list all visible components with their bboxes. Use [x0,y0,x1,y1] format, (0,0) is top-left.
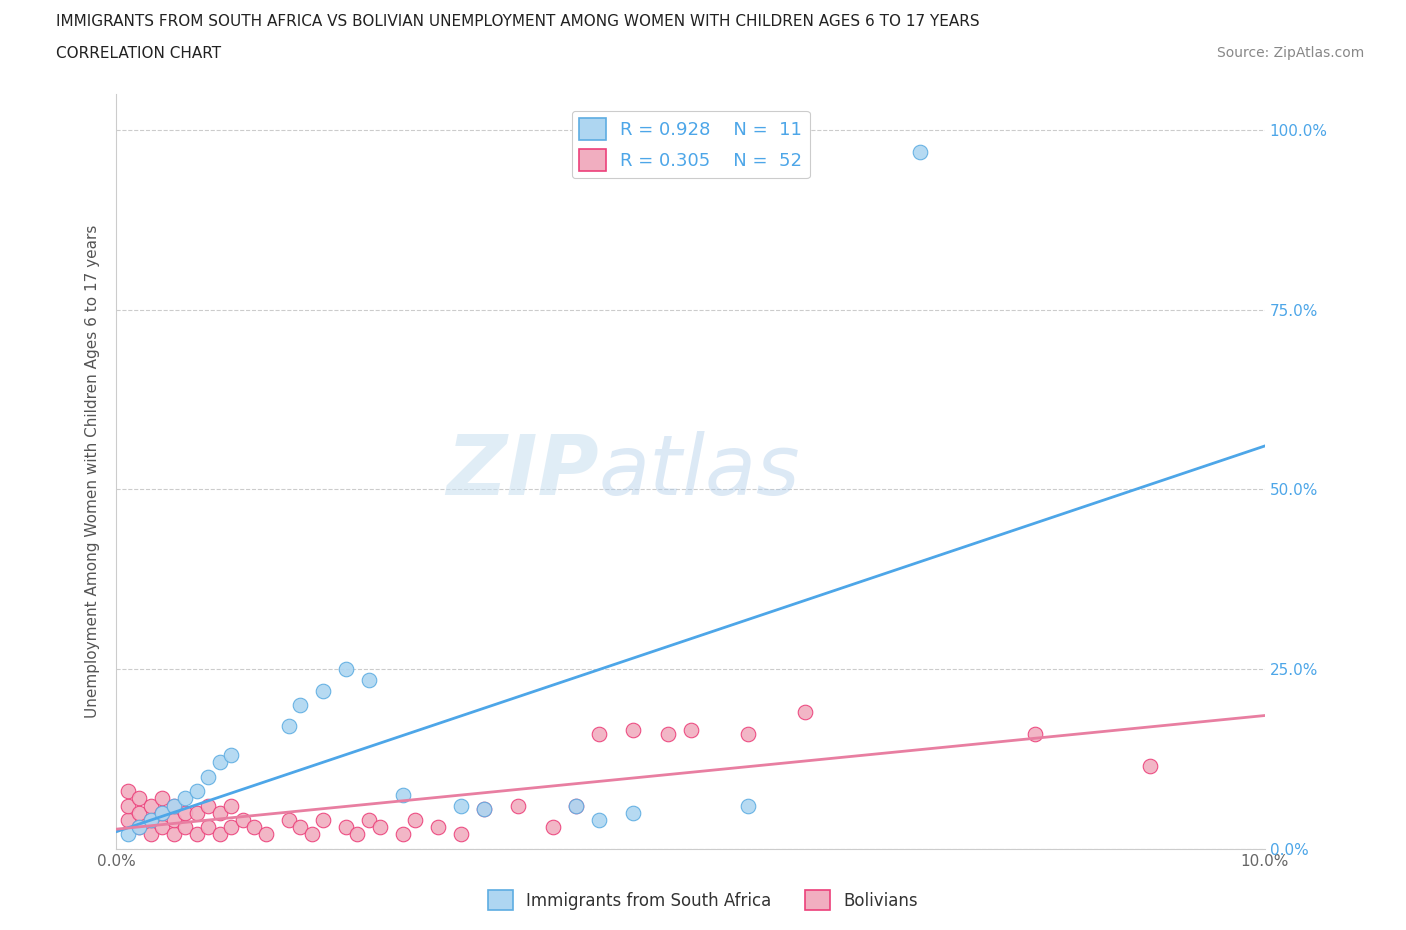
Point [288,819,311,834]
Point [128,790,150,805]
Point [150,790,173,805]
Point [150,805,173,820]
Point [1139,759,1161,774]
Point [335,661,357,676]
Point [117,784,139,799]
Point [117,827,139,842]
Point [357,672,380,687]
Point [910,144,932,159]
Point [288,698,311,712]
Point [163,798,186,813]
Point [163,827,186,842]
Point [139,798,162,813]
Point [450,798,472,813]
Point [219,819,242,834]
Point [186,784,208,799]
Point [370,819,392,834]
Point [357,813,380,828]
Point [472,802,495,817]
Point [277,813,299,828]
Point [312,813,335,828]
Point [150,805,173,820]
Point [232,813,254,828]
Point [150,819,173,834]
Point [508,798,530,813]
Point [277,719,299,734]
Point [208,805,231,820]
Legend: Immigrants from South Africa, Bolivians: Immigrants from South Africa, Bolivians [481,884,925,917]
Point [186,805,208,820]
Point [139,813,162,828]
Point [679,723,702,737]
Point [174,819,197,834]
Point [392,788,415,803]
Point [186,827,208,842]
Point [541,819,564,834]
Point [117,798,139,813]
Point [564,798,586,813]
Point [472,802,495,817]
Point [128,819,150,834]
Point [219,748,242,763]
Point [404,813,426,828]
Point [346,827,368,842]
Point [128,805,150,820]
Point [139,827,162,842]
Point [301,827,323,842]
Point [794,705,817,720]
Point [174,805,197,820]
Point [312,684,335,698]
Text: atlas: atlas [599,431,800,512]
Text: IMMIGRANTS FROM SOUTH AFRICA VS BOLIVIAN UNEMPLOYMENT AMONG WOMEN WITH CHILDREN : IMMIGRANTS FROM SOUTH AFRICA VS BOLIVIAN… [56,14,980,29]
Point [1024,726,1046,741]
Point [163,813,186,828]
Point [426,819,449,834]
Point [588,726,610,741]
Point [163,798,186,813]
Point [243,819,266,834]
Point [117,813,139,828]
Point [197,819,219,834]
Point [737,726,759,741]
Point [208,755,231,770]
Point [254,827,277,842]
Point [174,790,197,805]
Point [621,805,644,820]
Point [588,813,610,828]
Text: Source: ZipAtlas.com: Source: ZipAtlas.com [1216,46,1364,60]
Point [737,798,759,813]
Point [335,819,357,834]
Point [197,769,219,784]
Point [208,827,231,842]
Point [128,819,150,834]
Legend: R = 0.928    N =  11, R = 0.305    N =  52: R = 0.928 N = 11, R = 0.305 N = 52 [572,111,810,179]
Point [450,827,472,842]
Point [219,798,242,813]
Point [564,798,586,813]
Y-axis label: Unemployment Among Women with Children Ages 6 to 17 years: Unemployment Among Women with Children A… [86,225,100,718]
Point [657,726,679,741]
Point [197,798,219,813]
Point [621,723,644,737]
Point [392,827,415,842]
Text: ZIP: ZIP [446,431,599,512]
Point [139,813,162,828]
Text: CORRELATION CHART: CORRELATION CHART [56,46,221,61]
